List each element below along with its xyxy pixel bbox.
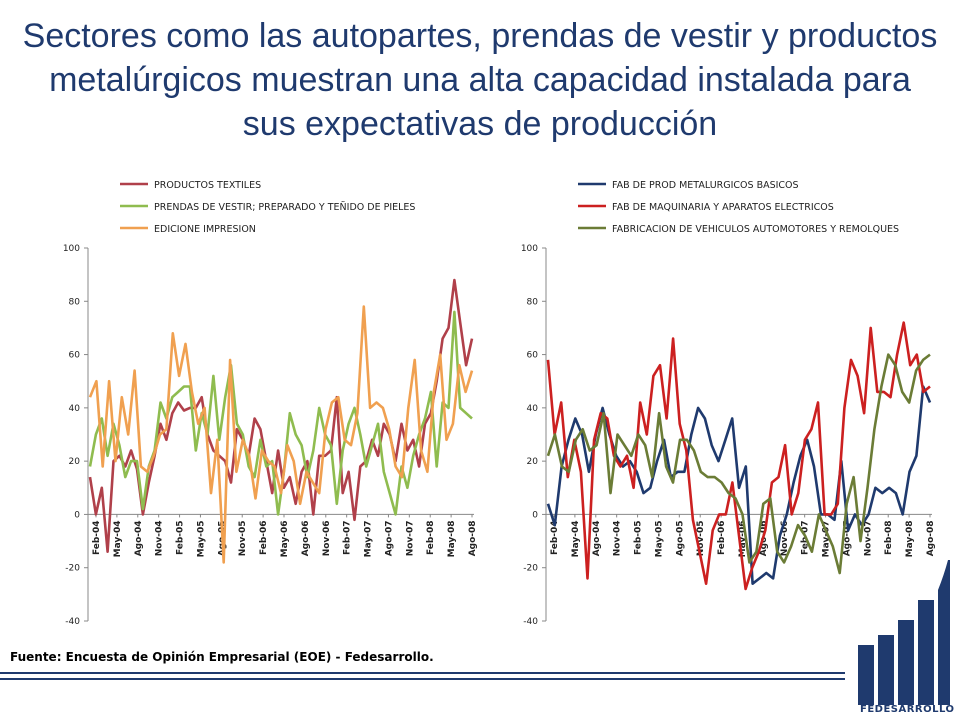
logo-text: FEDESARROLLO	[860, 704, 955, 715]
legend-label-3: FABRICACION DE VEHICULOS AUTOMOTORES Y R…	[612, 224, 899, 235]
y-tick-label: 80	[527, 297, 539, 307]
x-tick-label: Ago-06	[301, 520, 311, 556]
x-tick-label: May-06	[280, 520, 290, 557]
x-tick-label: May-04	[113, 520, 123, 557]
chart-right: FAB DE PROD METALURGICOS BASICOS FAB DE M…	[521, 180, 936, 627]
x-tick-label: May-08	[905, 520, 915, 557]
chart-left: PRODUCTOS TEXTILES PRENDAS DE VESTIR; PRE…	[63, 180, 478, 627]
x-tick-label: Ago-04	[134, 520, 144, 556]
y-tick-label: 60	[69, 351, 81, 361]
x-tick-label: Ago-07	[842, 520, 852, 556]
x-tick-label: Feb-07	[343, 520, 353, 555]
y-tick-label: 100	[521, 244, 538, 254]
series-line-3	[88, 305, 474, 564]
series-line-1	[88, 278, 474, 554]
y-tick-label: 40	[527, 404, 539, 414]
x-tick-label: Ago-04	[592, 520, 602, 556]
footer-divider	[0, 672, 845, 674]
x-tick-label: Nov-06	[322, 520, 332, 556]
x-tick-label: Ago-08	[926, 520, 936, 556]
x-tick-label: Nov-04	[155, 520, 165, 556]
y-tick-label: -40	[65, 617, 80, 627]
series-line-2	[546, 321, 931, 591]
x-tick-label: Feb-04	[92, 520, 102, 555]
y-tick-label: -20	[523, 564, 538, 574]
legend-label-3: EDICIONE IMPRESION	[154, 224, 256, 235]
fedesarrollo-logo	[858, 560, 950, 705]
y-tick-label: 40	[69, 404, 81, 414]
x-tick-label: Nov-05	[696, 520, 706, 556]
y-tick-label: 20	[527, 457, 539, 467]
x-tick-label: May-08	[447, 520, 457, 557]
source-note: Fuente: Encuesta de Opinión Empresarial …	[10, 650, 434, 664]
y-tick-label: -40	[523, 617, 538, 627]
x-tick-label: Nov-06	[780, 520, 790, 556]
x-tick-label: May-06	[738, 520, 748, 557]
slide-title: Sectores como las autopartes, prendas de…	[22, 17, 938, 143]
x-tick-label: May-05	[654, 520, 664, 557]
legend-label-1: FAB DE PROD METALURGICOS BASICOS	[612, 180, 799, 191]
y-tick-label: 0	[74, 510, 80, 520]
x-tick-label: May-07	[364, 520, 374, 557]
series-line-3	[546, 353, 931, 575]
x-tick-label: Feb-08	[884, 520, 894, 555]
x-tick-label: Nov-05	[238, 520, 248, 556]
x-tick-label: Feb-05	[634, 520, 644, 555]
x-tick-label: May-04	[571, 520, 581, 557]
x-tick-label: May-05	[196, 520, 206, 557]
y-tick-label: 60	[527, 351, 539, 361]
x-tick-label: Nov-07	[405, 520, 415, 556]
x-tick-label: Feb-08	[426, 520, 436, 555]
x-tick-label: Feb-04	[550, 520, 560, 555]
legend-label-2: FAB DE MAQUINARIA Y APARATOS ELECTRICOS	[612, 202, 834, 213]
x-tick-label: Ago-08	[468, 520, 478, 556]
y-tick-label: 100	[63, 244, 80, 254]
x-tick-label: Ago-07	[384, 520, 394, 556]
x-tick-label: Nov-04	[613, 520, 623, 556]
x-tick-label: Feb-05	[176, 520, 186, 555]
y-tick-label: -20	[65, 564, 80, 574]
y-tick-label: 0	[532, 510, 538, 520]
legend-label-1: PRODUCTOS TEXTILES	[154, 180, 261, 191]
x-tick-label: May-07	[822, 520, 832, 557]
y-tick-label: 20	[69, 457, 81, 467]
x-tick-label: Nov-07	[863, 520, 873, 556]
x-tick-label: Feb-06	[717, 520, 727, 555]
footer-divider-secondary	[0, 678, 845, 680]
y-tick-label: 80	[69, 297, 81, 307]
legend-label-2: PRENDAS DE VESTIR; PREPARADO Y TEÑIDO DE…	[154, 202, 415, 213]
x-tick-label: Feb-06	[259, 520, 269, 555]
x-tick-label: Ago-05	[675, 520, 685, 556]
